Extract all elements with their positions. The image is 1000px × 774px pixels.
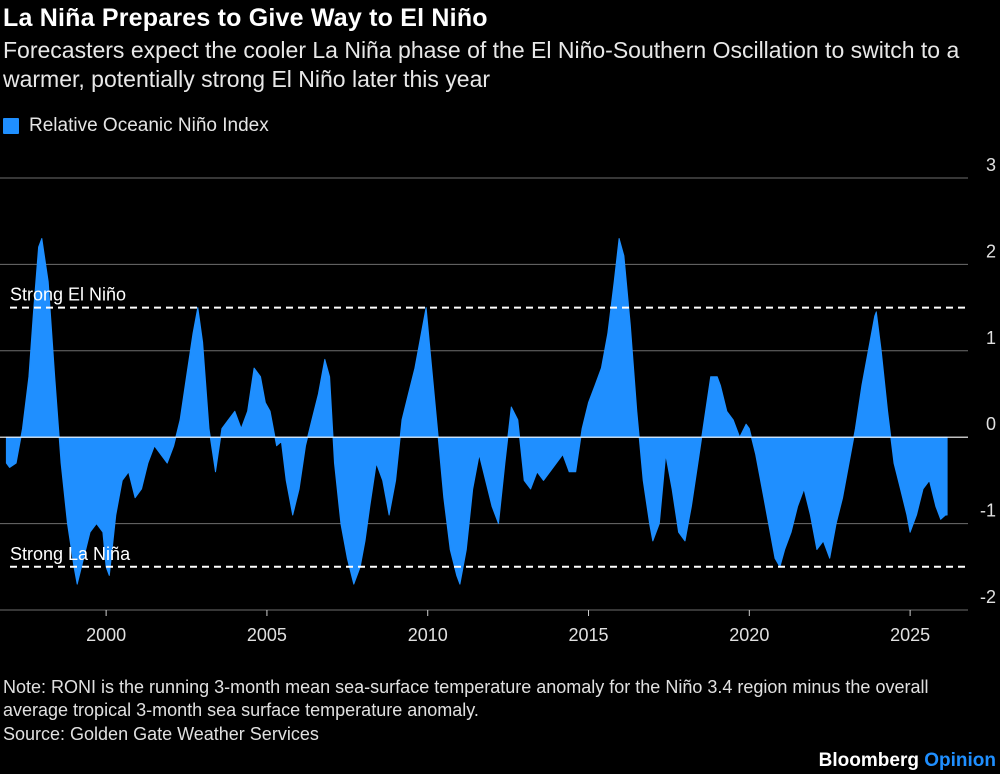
x-tick-label: 2025 [890,625,930,645]
y-tick-label: 2 [986,241,996,261]
chart-subtitle: Forecasters expect the cooler La Niña ph… [3,37,960,92]
chart-note: Note: RONI is the running 3-month mean s… [3,677,929,720]
brand-logo: Bloomberg Opinion [819,750,996,772]
brand-name: Bloomberg [818,750,919,771]
threshold-label: Strong La Niña [10,544,131,564]
legend: Relative Oceanic Niño Index [3,114,269,138]
threshold-label: Strong El Niño [10,285,126,305]
x-tick-label: 2015 [568,625,608,645]
legend-swatch [3,118,19,134]
brand-suffix: Opinion [924,750,996,771]
legend-label: Relative Oceanic Niño Index [29,115,269,136]
y-tick-label: 1 [986,328,996,348]
chart-source: Source: Golden Gate Weather Services [3,724,319,744]
x-tick-label: 2000 [86,625,126,645]
y-tick-label: -1 [980,501,996,521]
chart-area: 3 2 1 0 -1 -2 Strong El Niño Strong La Niña 2000… [0,155,996,645]
y-tick-label: 0 [986,414,996,434]
y-tick-label: -2 [980,587,996,607]
series-area [5,238,948,585]
x-tick-label: 2020 [729,625,769,645]
chart-title: La Niña Prepares to Give Way to El Niño [3,4,488,32]
y-tick-label: 3 [986,155,996,175]
x-tick-label: 2010 [408,625,448,645]
x-tick-label: 2005 [247,625,287,645]
